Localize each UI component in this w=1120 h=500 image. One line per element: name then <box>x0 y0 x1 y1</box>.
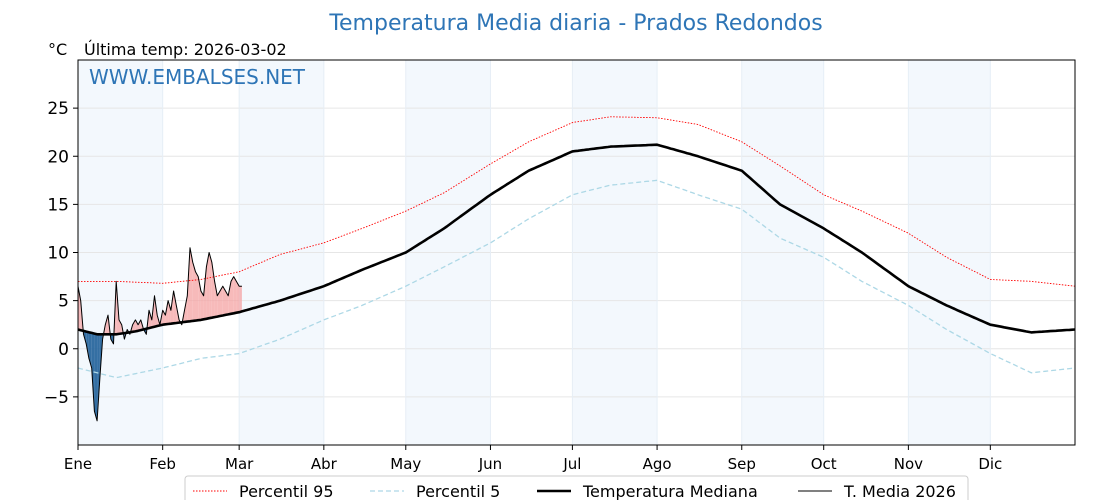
x-tick-label: Abr <box>311 455 338 473</box>
warm-anomaly-fill <box>173 291 177 324</box>
warm-anomaly-fill <box>195 271 199 321</box>
x-tick-label: Sep <box>728 455 756 473</box>
cold-anomaly-fill <box>110 334 114 344</box>
legend-box <box>184 475 969 500</box>
warm-anomaly-fill <box>162 310 166 325</box>
series-lines <box>77 116 1076 422</box>
percentile-5-line <box>77 179 1076 379</box>
y-tick-label: −5 <box>44 388 69 408</box>
x-tick-label: Oct <box>811 455 837 473</box>
warm-anomaly-fill <box>132 319 136 332</box>
warm-anomaly-fill <box>105 315 108 335</box>
y-tick-label: 0 <box>58 340 69 360</box>
x-tick-label: Dic <box>978 455 1002 473</box>
x-tick-label: Ene <box>64 455 92 473</box>
warm-anomaly-fill <box>192 262 196 321</box>
legend: Percentil 95 Percentil 5 Temperatura Med… <box>184 475 969 500</box>
warm-anomaly-fill <box>119 319 122 334</box>
warm-anomaly-fill <box>190 247 193 322</box>
warm-anomaly-fill <box>225 291 229 315</box>
warm-anomaly-fill <box>233 276 237 314</box>
x-tick-label: Feb <box>149 455 176 473</box>
x-tick-label: Mar <box>225 455 254 473</box>
y-tick-label: 20 <box>47 147 69 167</box>
warm-anomaly-fill <box>206 252 210 319</box>
warm-anomaly-fill <box>184 295 188 322</box>
legend-p5-label: Percentil 5 <box>416 482 500 500</box>
warm-anomaly-fill <box>135 319 139 332</box>
warm-anomaly-fill <box>203 266 207 320</box>
legend-p95-label: Percentil 95 <box>239 482 334 500</box>
warm-anomaly-fill <box>149 310 152 329</box>
warm-anomaly-fill <box>236 281 240 313</box>
y-axis-ticks: −5 0 5 10 15 20 25 <box>44 99 78 408</box>
x-tick-label: May <box>390 455 421 473</box>
cold-anomaly-fill <box>86 331 89 359</box>
y-tick-label: 10 <box>47 244 69 264</box>
warm-anomaly-fill <box>217 291 220 317</box>
warm-anomaly-fill <box>239 286 242 313</box>
warm-anomaly-fill <box>214 281 218 318</box>
current-year-2026-line <box>77 247 242 422</box>
legend-2026-label: T. Media 2026 <box>843 482 956 500</box>
cold-anomaly-fill <box>94 333 98 421</box>
watermark: WWW.EMBALSES.NET <box>89 65 306 89</box>
warm-anomaly-fill <box>228 281 231 315</box>
warm-anomaly-fill <box>168 300 171 324</box>
chart-title: Temperatura Media diaria - Prados Redond… <box>328 11 822 36</box>
x-tick-label: Ago <box>643 455 672 473</box>
x-tick-label: Nov <box>894 455 923 473</box>
warm-anomaly-fill <box>200 291 204 320</box>
warm-anomaly-fill <box>138 319 141 331</box>
x-axis-ticks: Ene Feb Mar Abr May Jun Jul Ago Sep Oct Nov Dic <box>64 445 1002 473</box>
warm-anomaly-fill <box>231 276 234 314</box>
cold-anomaly-fill <box>91 332 95 412</box>
median-temperature-line <box>77 143 1076 336</box>
warm-anomaly-fill <box>222 286 226 316</box>
y-tick-label: 15 <box>47 195 69 215</box>
warm-anomaly-fill <box>211 262 215 318</box>
legend-median-label: Temperatura Mediana <box>582 482 758 500</box>
grid-lines <box>77 60 1075 445</box>
last-temp-label: Última temp: 2026-03-02 <box>84 40 287 59</box>
cold-anomaly-fill <box>97 334 100 421</box>
warm-anomaly-fill <box>209 252 212 319</box>
unit-label: °C <box>48 40 67 59</box>
y-tick-label: 5 <box>58 292 69 312</box>
x-tick-label: Jul <box>562 455 581 473</box>
y-tick-label: 25 <box>47 99 69 119</box>
x-tick-label: Jun <box>478 455 502 473</box>
warm-anomaly-fill <box>220 286 223 316</box>
